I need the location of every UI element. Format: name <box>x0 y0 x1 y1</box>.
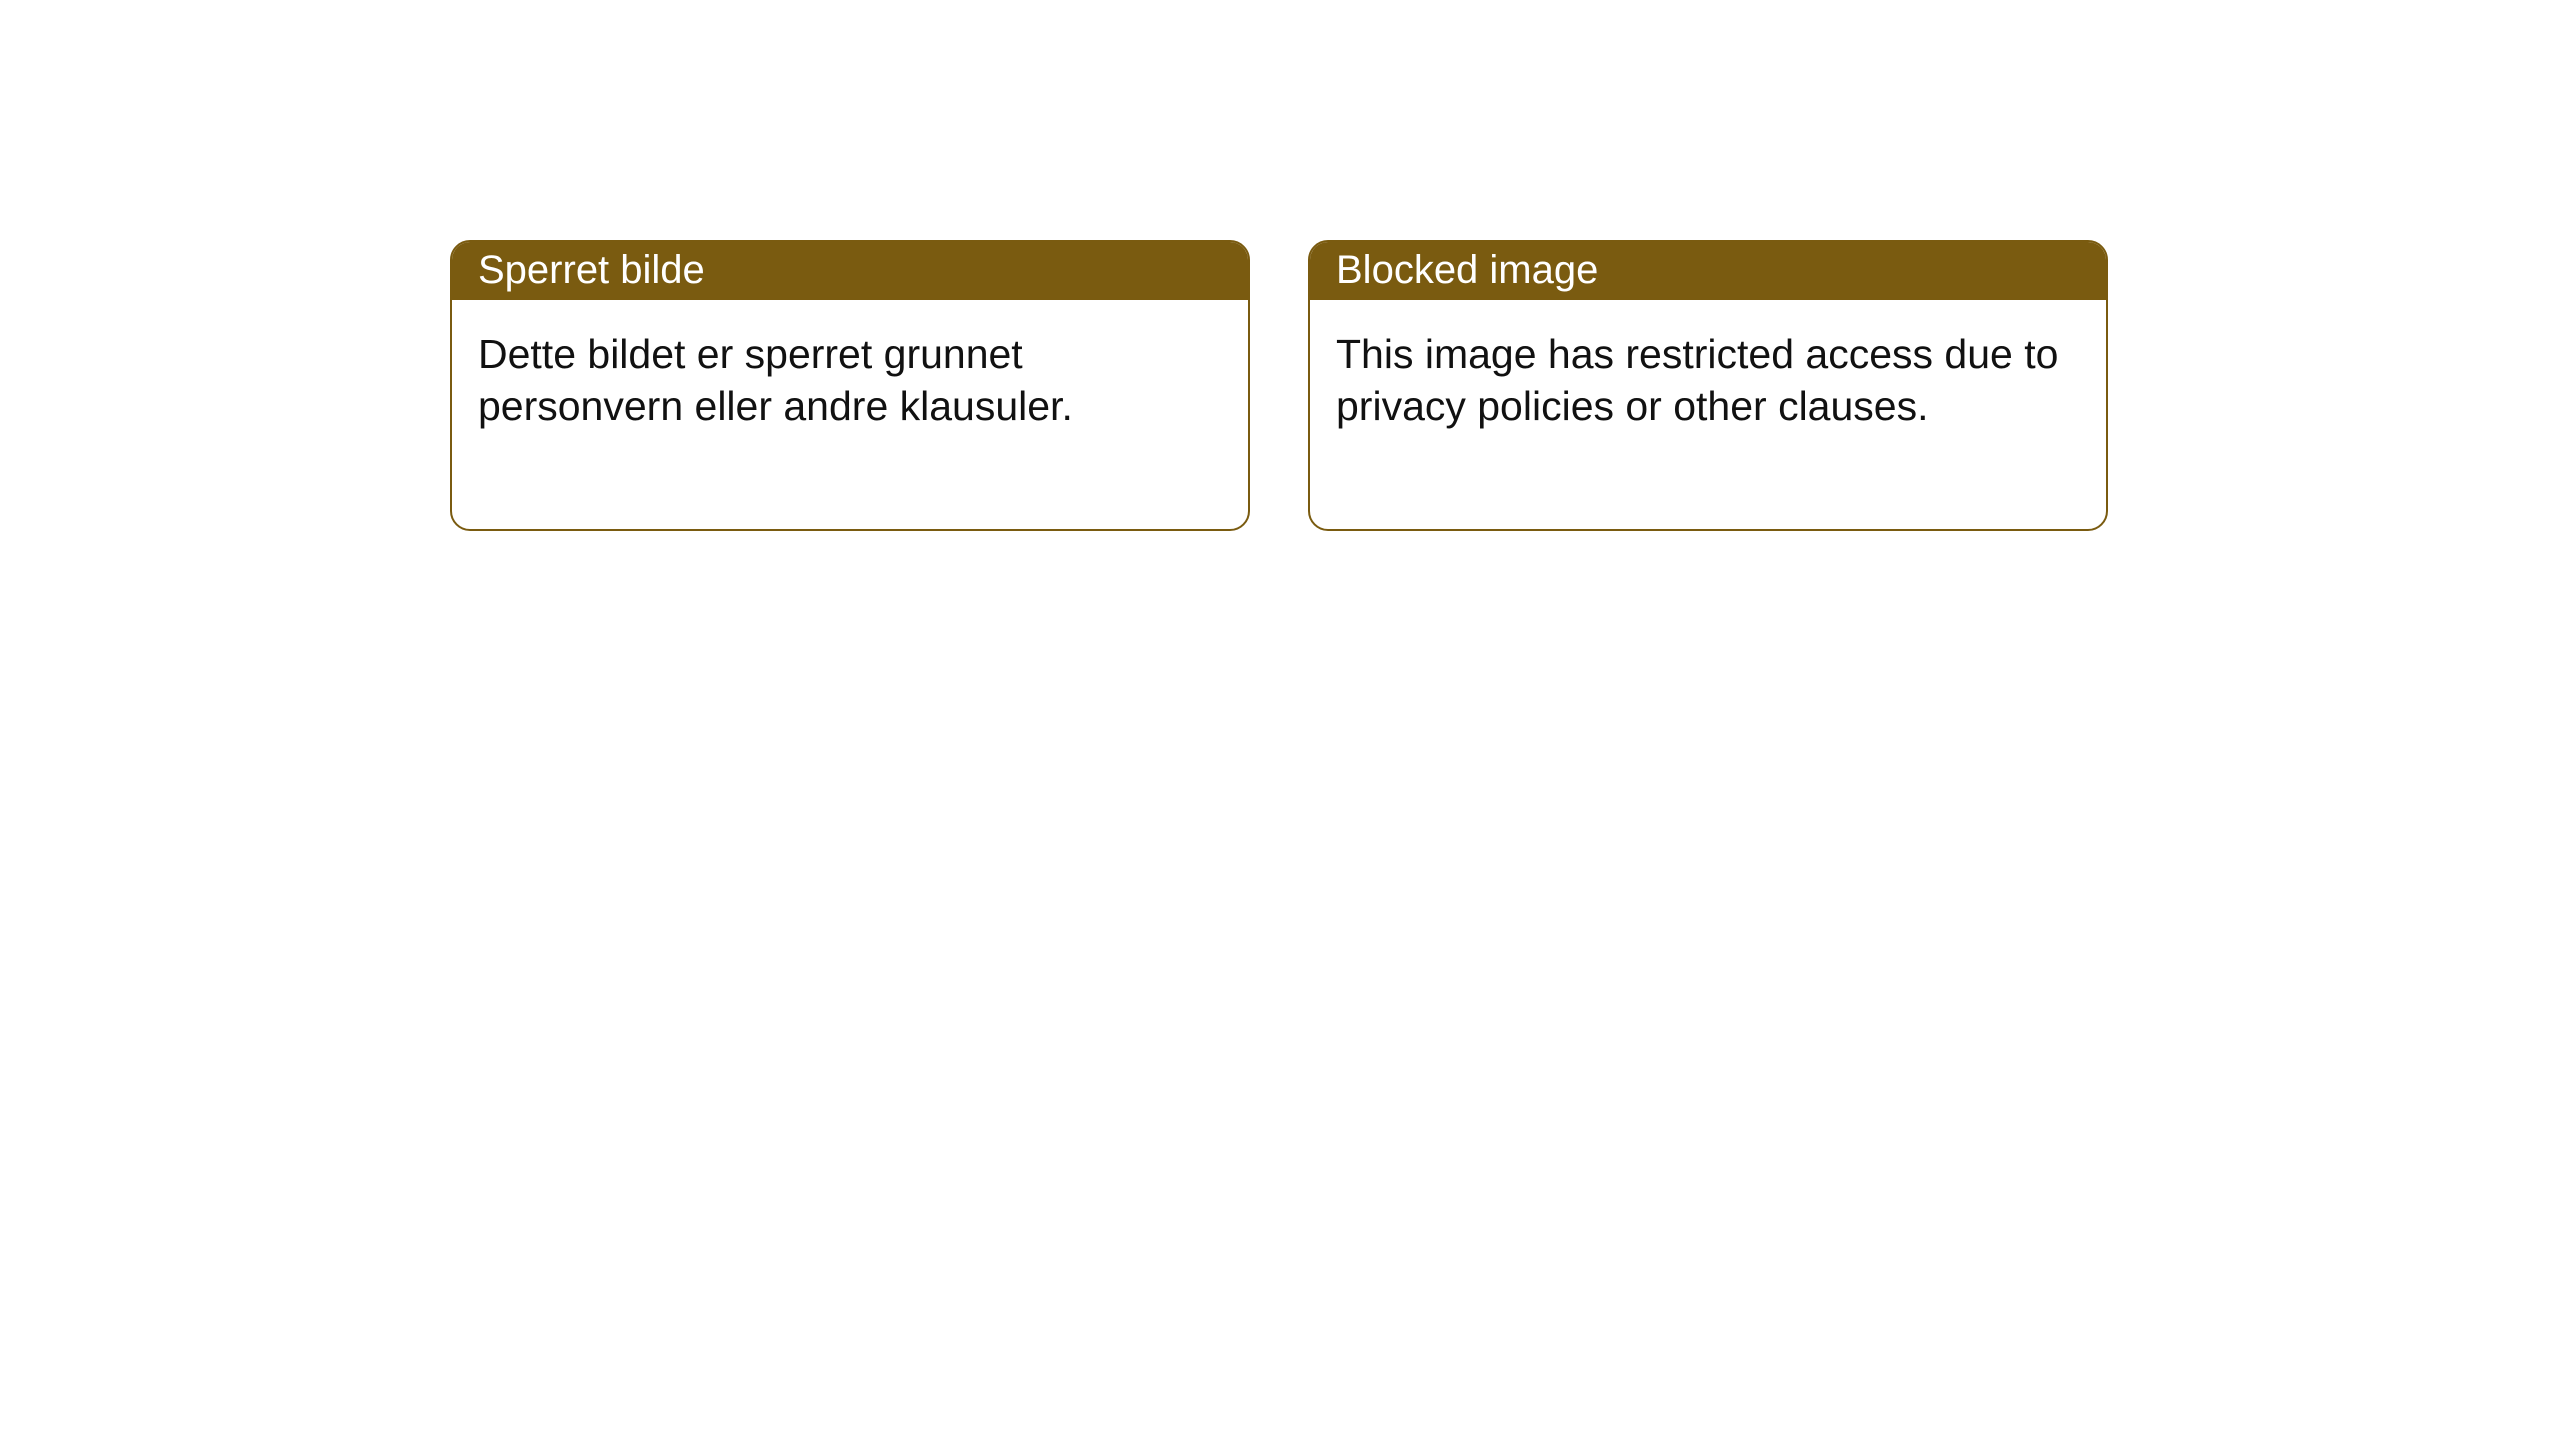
notice-body-no: Dette bildet er sperret grunnet personve… <box>452 300 1248 529</box>
notice-card-en: Blocked image This image has restricted … <box>1308 240 2108 531</box>
blocked-image-notices: Sperret bilde Dette bildet er sperret gr… <box>450 240 2108 531</box>
notice-card-no: Sperret bilde Dette bildet er sperret gr… <box>450 240 1250 531</box>
notice-title-en: Blocked image <box>1310 242 2106 300</box>
notice-body-en: This image has restricted access due to … <box>1310 300 2106 529</box>
notice-title-no: Sperret bilde <box>452 242 1248 300</box>
